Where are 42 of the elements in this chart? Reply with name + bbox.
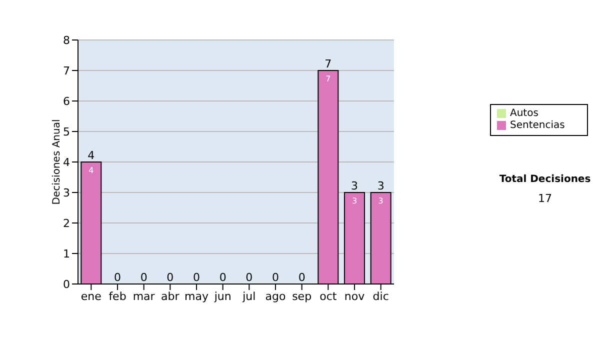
- x-tick-label: feb: [108, 290, 126, 303]
- y-tick-label: 6: [63, 94, 70, 108]
- y-tick-label: 0: [63, 278, 70, 291]
- total-label: 0: [140, 271, 148, 284]
- total-label: 7: [324, 58, 332, 70]
- total-label: 0: [246, 271, 253, 284]
- x-tick-label: dic: [372, 290, 389, 303]
- total-label: 0: [298, 271, 306, 284]
- total-label: 0: [219, 271, 226, 284]
- y-tick-label: 3: [63, 186, 70, 200]
- total-label: 3: [350, 180, 358, 192]
- x-tick-label: ago: [265, 290, 286, 303]
- y-tick-label: 2: [63, 216, 70, 230]
- x-tick-label: may: [184, 290, 209, 303]
- y-axis-title: Decisiones Anual: [52, 119, 63, 205]
- y-tick-label: 4: [63, 156, 70, 169]
- total-label: 4: [88, 149, 95, 162]
- text: 17: [537, 192, 553, 205]
- x-tick-label: jun: [213, 290, 232, 303]
- y-tick-label: 8: [63, 34, 70, 47]
- legend-label: Sentencias: [510, 120, 565, 131]
- x-tick-label: abr: [161, 290, 180, 303]
- total-label: 0: [114, 271, 121, 284]
- legend-label: Autos: [510, 108, 538, 119]
- y-tick-label: 7: [63, 64, 70, 78]
- x-tick-label: jul: [242, 290, 256, 303]
- x-tick-label: mar: [132, 290, 156, 303]
- data-label: 3: [378, 196, 384, 206]
- total-label: 0: [166, 271, 174, 284]
- x-tick-label: oct: [320, 290, 338, 303]
- total-label: 0: [192, 271, 200, 284]
- y-tick-label: 1: [63, 247, 70, 260]
- text: Total Decisiones: [498, 174, 592, 185]
- total-label: 3: [377, 180, 384, 192]
- data-label: 4: [88, 166, 94, 175]
- x-tick-label: sep: [292, 290, 312, 303]
- x-tick-label: nov: [344, 290, 366, 303]
- x-tick-label: ene: [80, 290, 102, 303]
- y-tick-label: 5: [63, 125, 70, 138]
- data-label: 7: [326, 74, 331, 84]
- total-label: 0: [272, 271, 279, 284]
- data-label: 3: [352, 196, 358, 206]
